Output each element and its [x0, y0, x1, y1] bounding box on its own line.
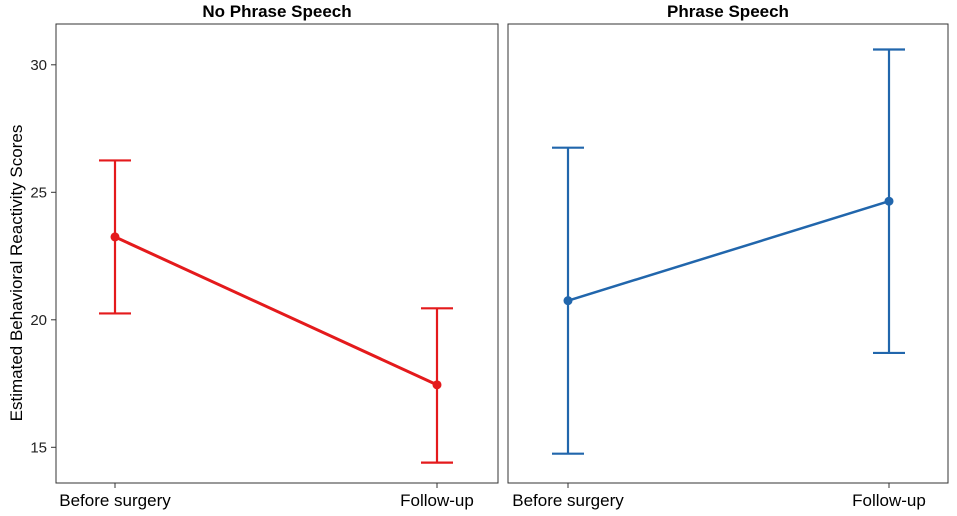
panel-2-series-line [567, 200, 890, 302]
panel-1-point-2 [432, 380, 442, 390]
panel-1-x-tick-label-2: Follow-up [400, 491, 474, 510]
panel-1-frame [55, 23, 499, 484]
y-axis-title: Estimated Behavioral Reactivity Scores [7, 125, 26, 422]
panel-2-x-tick-label-1: Before surgery [512, 491, 624, 510]
y-tick-label-30: 30 [30, 57, 47, 74]
panel-2-point-1 [563, 296, 573, 306]
panel-1-title: No Phrase Speech [202, 2, 351, 21]
panel-2-frame [507, 23, 949, 484]
panel-1-point-1 [110, 232, 120, 242]
panel-2-point-2 [884, 196, 894, 206]
panel-2-x-tick-label-2: Follow-up [852, 491, 926, 510]
y-tick-label-25: 25 [30, 184, 47, 201]
y-tick-label-15: 15 [30, 439, 47, 456]
y-tick-label-20: 20 [30, 312, 47, 329]
panel-1-x-tick-label-1: Before surgery [59, 491, 171, 510]
panel-2-title: Phrase Speech [667, 2, 789, 21]
panel-1-series-line [114, 235, 438, 387]
